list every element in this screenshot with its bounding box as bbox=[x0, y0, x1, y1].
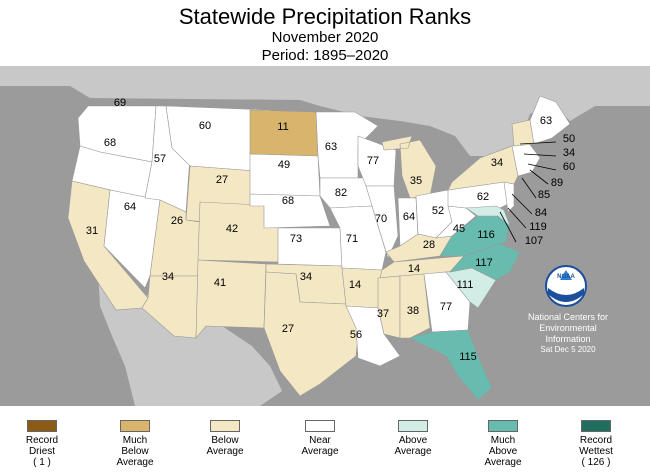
rank-label-me: 63 bbox=[540, 115, 552, 127]
state-nd bbox=[249, 109, 319, 157]
legend-swatch bbox=[581, 420, 611, 432]
legend-item: Record Wettest ( 126 ) bbox=[556, 420, 636, 468]
noaa-logo: NOAA bbox=[545, 265, 587, 307]
state-ms bbox=[377, 275, 401, 339]
legend-label: Record Wettest ( 126 ) bbox=[579, 435, 613, 468]
rank-label-wv: 45 bbox=[453, 223, 465, 235]
rank-label-ia: 82 bbox=[335, 187, 347, 199]
rank-label-nv: 64 bbox=[124, 201, 136, 213]
rank-label-az: 34 bbox=[162, 271, 174, 283]
legend-label: Much Above Average bbox=[484, 435, 522, 468]
rank-label-nm: 41 bbox=[214, 277, 226, 289]
legend-label: Above Average bbox=[394, 435, 432, 457]
state-ks bbox=[277, 227, 343, 267]
rank-label-ct: 85 bbox=[538, 189, 550, 201]
rank-label-ri: 89 bbox=[551, 177, 563, 189]
rank-label-ne: 68 bbox=[282, 195, 294, 207]
rank-label-nd: 11 bbox=[277, 121, 288, 133]
legend-item: Above Average bbox=[373, 420, 453, 457]
rank-label-nc: 117 bbox=[475, 257, 493, 269]
rank-label-nj: 84 bbox=[535, 207, 547, 219]
rank-label-mn: 63 bbox=[325, 141, 337, 153]
state-fl bbox=[409, 329, 493, 401]
legend-item: Record Driest ( 1 ) bbox=[2, 420, 82, 468]
rank-label-ma: 60 bbox=[563, 161, 575, 173]
noaa-logo-text: NOAA bbox=[557, 274, 575, 280]
legend-label: Much Below Average bbox=[116, 435, 154, 468]
header: Statewide Precipitation Ranks November 2… bbox=[0, 0, 650, 66]
state-al bbox=[399, 273, 431, 339]
rank-label-ms: 37 bbox=[377, 308, 389, 320]
rank-label-nh: 34 bbox=[563, 147, 575, 159]
rank-label-ut: 26 bbox=[171, 215, 183, 227]
rank-label-va: 116 bbox=[477, 229, 495, 241]
rank-label-fl: 115 bbox=[459, 351, 477, 363]
rank-label-ny: 34 bbox=[491, 157, 503, 169]
rank-label-co: 42 bbox=[226, 223, 238, 235]
ncei-line2: Environmental bbox=[539, 323, 597, 333]
legend-swatch bbox=[398, 420, 428, 432]
state-me bbox=[529, 95, 571, 145]
rank-label-wa: 69 bbox=[114, 97, 126, 109]
rank-label-wy: 27 bbox=[216, 174, 228, 186]
rank-label-tn: 14 bbox=[408, 263, 420, 275]
page-title: Statewide Precipitation Ranks bbox=[178, 4, 472, 29]
rank-label-la: 56 bbox=[350, 329, 362, 341]
rank-label-or: 68 bbox=[104, 137, 116, 149]
rank-label-md: 107 bbox=[525, 235, 543, 247]
state-tx bbox=[263, 271, 361, 397]
rank-label-ks: 73 bbox=[290, 233, 302, 245]
rank-label-ok: 34 bbox=[300, 271, 312, 283]
page-subtitle: November 2020 bbox=[271, 29, 379, 46]
legend-swatch bbox=[305, 420, 335, 432]
legend-swatch bbox=[488, 420, 518, 432]
legend-label: Record Driest ( 1 ) bbox=[25, 435, 59, 468]
rank-label-mi: 35 bbox=[410, 175, 422, 187]
state-il bbox=[365, 185, 399, 259]
canada-land bbox=[0, 66, 650, 156]
rank-label-de: 119 bbox=[529, 221, 547, 233]
rank-label-mt: 60 bbox=[199, 120, 211, 132]
state-md-de bbox=[465, 205, 511, 227]
ncei-line1: National Centers for bbox=[528, 312, 608, 322]
rank-label-vt: 50 bbox=[563, 133, 575, 145]
rank-label-wi: 77 bbox=[367, 155, 379, 167]
state-ny bbox=[447, 145, 519, 191]
legend-item: Much Above Average bbox=[463, 420, 543, 468]
rank-label-ky: 28 bbox=[423, 239, 435, 251]
rank-label-mo: 71 bbox=[346, 233, 358, 245]
callout-leaders bbox=[499, 141, 557, 243]
us-precipitation-map: 69 68 31 57 64 60 27 26 34 42 41 11 49 68 73 34 27 63 82 71… bbox=[0, 66, 650, 406]
legend-item: Near Average bbox=[280, 420, 360, 457]
legend-label: Near Average bbox=[301, 435, 339, 457]
legend-swatch bbox=[27, 420, 57, 432]
legend-label: Below Average bbox=[206, 435, 244, 457]
state-rank-labels: 69 68 31 57 64 60 27 26 34 42 41 11 49 68 73 34 27 63 82 71… bbox=[86, 97, 552, 363]
rank-label-tx: 27 bbox=[282, 323, 294, 335]
rank-label-ga: 77 bbox=[440, 301, 452, 313]
rank-label-pa: 62 bbox=[477, 191, 489, 203]
period-label: Period: 1895–2020 bbox=[261, 47, 389, 64]
legend-item: Below Average bbox=[185, 420, 265, 457]
legend-item: Much Below Average bbox=[95, 420, 175, 468]
ncei-date: Sat Dec 5 2020 bbox=[540, 345, 596, 354]
rank-label-in: 64 bbox=[403, 211, 415, 223]
rank-label-ar: 14 bbox=[349, 279, 361, 291]
rank-label-sc: 111 bbox=[457, 279, 474, 291]
rank-label-sd: 49 bbox=[278, 159, 290, 171]
legend: Record Driest ( 1 ) Much Below Average Bel… bbox=[0, 406, 650, 475]
rank-label-oh: 52 bbox=[432, 205, 444, 217]
legend-swatch bbox=[210, 420, 240, 432]
rank-label-ca: 31 bbox=[86, 225, 98, 237]
state-nm bbox=[195, 259, 267, 339]
ncei-line3: Information bbox=[545, 334, 590, 344]
legend-swatch bbox=[120, 420, 150, 432]
rank-label-id: 57 bbox=[154, 153, 166, 165]
state-ga bbox=[423, 271, 471, 333]
rank-label-al: 38 bbox=[407, 305, 419, 317]
rank-label-il: 70 bbox=[375, 213, 387, 225]
